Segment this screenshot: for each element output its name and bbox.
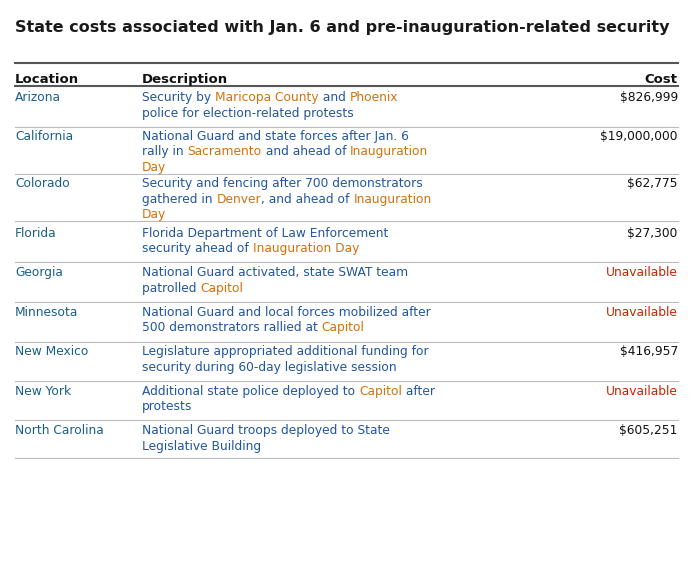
Text: Minnesota: Minnesota bbox=[15, 306, 78, 319]
Text: Unavailable: Unavailable bbox=[606, 266, 678, 279]
Text: $416,957: $416,957 bbox=[620, 345, 678, 358]
Text: and ahead of: and ahead of bbox=[262, 146, 350, 158]
Text: Additional state police deployed to: Additional state police deployed to bbox=[142, 385, 359, 398]
Text: gathered in: gathered in bbox=[142, 193, 216, 206]
Text: North Carolina: North Carolina bbox=[15, 424, 104, 437]
Text: $19,000,000: $19,000,000 bbox=[600, 130, 678, 143]
Text: National Guard activated, state SWAT team: National Guard activated, state SWAT tea… bbox=[142, 266, 408, 279]
Text: Security and fencing after 700 demonstrators: Security and fencing after 700 demonstra… bbox=[142, 177, 423, 190]
Text: 500 demonstrators rallied at: 500 demonstrators rallied at bbox=[142, 321, 322, 334]
Text: Florida: Florida bbox=[15, 227, 57, 240]
Text: Description: Description bbox=[142, 73, 228, 86]
Text: $27,300: $27,300 bbox=[627, 227, 678, 240]
Text: State costs associated with Jan. 6 and pre-inauguration-related security: State costs associated with Jan. 6 and p… bbox=[15, 20, 669, 35]
Text: protests: protests bbox=[142, 400, 193, 413]
Text: Inauguration: Inauguration bbox=[353, 193, 432, 206]
Text: $62,775: $62,775 bbox=[627, 177, 678, 190]
Text: Capitol: Capitol bbox=[359, 385, 402, 398]
Text: Day: Day bbox=[142, 161, 166, 174]
Text: police for election-related protests: police for election-related protests bbox=[142, 107, 354, 120]
Text: Unavailable: Unavailable bbox=[606, 306, 678, 319]
Text: California: California bbox=[15, 130, 73, 143]
Text: Phoenix: Phoenix bbox=[349, 91, 398, 104]
Text: Sacramento: Sacramento bbox=[188, 146, 262, 158]
Text: Capitol: Capitol bbox=[200, 282, 243, 295]
Text: Unavailable: Unavailable bbox=[606, 385, 678, 398]
Text: Security by: Security by bbox=[142, 91, 215, 104]
Text: and: and bbox=[319, 91, 349, 104]
Text: Georgia: Georgia bbox=[15, 266, 63, 279]
Text: Denver: Denver bbox=[216, 193, 261, 206]
Text: after: after bbox=[402, 385, 435, 398]
Text: security during 60-day legislative session: security during 60-day legislative sessi… bbox=[142, 361, 396, 374]
Text: Colorado: Colorado bbox=[15, 177, 70, 190]
Text: Capitol: Capitol bbox=[322, 321, 365, 334]
Text: New Mexico: New Mexico bbox=[15, 345, 89, 358]
Text: Inauguration Day: Inauguration Day bbox=[253, 243, 359, 255]
Text: Legislature appropriated additional funding for: Legislature appropriated additional fund… bbox=[142, 345, 429, 358]
Text: Florida Department of Law Enforcement: Florida Department of Law Enforcement bbox=[142, 227, 389, 240]
Text: Inauguration: Inauguration bbox=[350, 146, 428, 158]
Text: Arizona: Arizona bbox=[15, 91, 61, 104]
Text: security ahead of: security ahead of bbox=[142, 243, 253, 255]
Text: Maricopa County: Maricopa County bbox=[215, 91, 319, 104]
Text: $605,251: $605,251 bbox=[620, 424, 678, 437]
Text: Cost: Cost bbox=[644, 73, 678, 86]
Text: $826,999: $826,999 bbox=[620, 91, 678, 104]
Text: National Guard troops deployed to State: National Guard troops deployed to State bbox=[142, 424, 390, 437]
Text: National Guard and state forces after Jan. 6: National Guard and state forces after Ja… bbox=[142, 130, 409, 143]
Text: New York: New York bbox=[15, 385, 71, 398]
Text: Day: Day bbox=[142, 208, 166, 222]
Text: , and ahead of: , and ahead of bbox=[261, 193, 353, 206]
Text: rally in: rally in bbox=[142, 146, 188, 158]
Text: Legislative Building: Legislative Building bbox=[142, 440, 261, 453]
Text: National Guard and local forces mobilized after: National Guard and local forces mobilize… bbox=[142, 306, 431, 319]
Text: Location: Location bbox=[15, 73, 80, 86]
Text: patrolled: patrolled bbox=[142, 282, 200, 295]
